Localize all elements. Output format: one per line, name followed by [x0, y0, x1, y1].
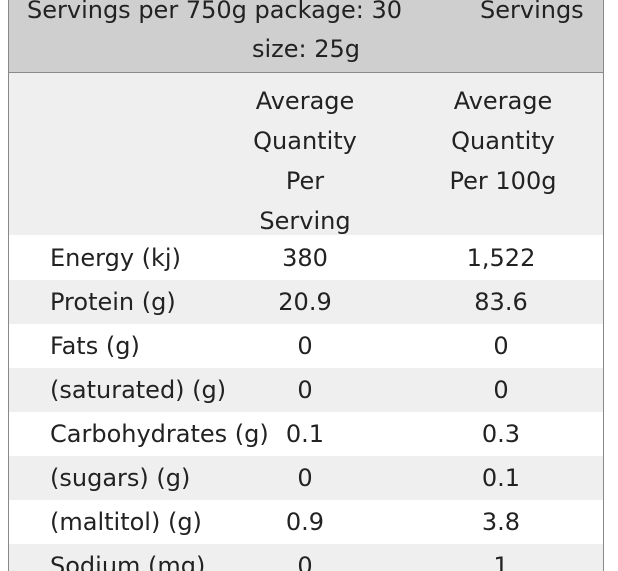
nutrition-header: Servings per 750g package: 30 Servings s… [9, 0, 603, 73]
per-100g-value: 0.3 [481, 420, 521, 448]
table-row: Fats (g) 0 0 [9, 324, 603, 368]
per-100g-value: 0 [493, 332, 509, 360]
servings-per-package: Servings per 750g package: 30 [27, 0, 403, 24]
table-row: (sugars) (g) 0 0.1 [9, 456, 603, 500]
per-serving-value: 0.1 [285, 420, 325, 448]
nutrient-label: (sugars) (g) [50, 464, 191, 492]
per-100g-value: 83.6 [474, 288, 528, 316]
serving-size-value: size: 25g [252, 35, 361, 63]
per-serving-value: 0 [297, 552, 313, 571]
nutrient-label: (maltitol) (g) [50, 508, 202, 536]
serving-size-label: Servings [480, 0, 584, 24]
per-100g-value: 3.8 [481, 508, 521, 536]
column-headers: Average Quantity Per Serving Average Qua… [9, 73, 603, 235]
per-serving-value: 20.9 [278, 288, 332, 316]
nutrient-label: Carbohydrates (g) [50, 420, 269, 448]
per-100g-value: 1 [493, 552, 509, 571]
per-100g-value: 0.1 [481, 464, 521, 492]
per-100g-value: 1,522 [466, 244, 536, 272]
table-row: (maltitol) (g) 0.9 3.8 [9, 500, 603, 544]
column-header-per-serving: Average Quantity Per Serving [253, 87, 357, 235]
table-row: Protein (g) 20.9 83.6 [9, 280, 603, 324]
nutrient-label: Energy (kj) [50, 244, 181, 272]
nutrition-rows: Energy (kj) 380 1,522 Protein (g) 20.9 8… [9, 236, 603, 571]
nutrient-label: Protein (g) [50, 288, 176, 316]
nutrient-label: (saturated) (g) [50, 376, 227, 404]
per-100g-value: 0 [493, 376, 509, 404]
per-serving-value: 0.9 [285, 508, 325, 536]
nutrient-label: Fats (g) [50, 332, 140, 360]
table-row: Sodium (mg) 0 1 [9, 544, 603, 571]
per-serving-value: 380 [282, 244, 328, 272]
nutrition-table: Servings per 750g package: 30 Servings s… [8, 0, 604, 571]
table-row: (saturated) (g) 0 0 [9, 368, 603, 412]
per-serving-value: 0 [297, 464, 313, 492]
per-serving-value: 0 [297, 332, 313, 360]
column-header-per-100g: Average Quantity Per 100g [449, 87, 557, 195]
per-serving-value: 0 [297, 376, 313, 404]
nutrient-label: Sodium (mg) [50, 552, 206, 571]
table-row: Energy (kj) 380 1,522 [9, 236, 603, 280]
table-row: Carbohydrates (g) 0.1 0.3 [9, 412, 603, 456]
